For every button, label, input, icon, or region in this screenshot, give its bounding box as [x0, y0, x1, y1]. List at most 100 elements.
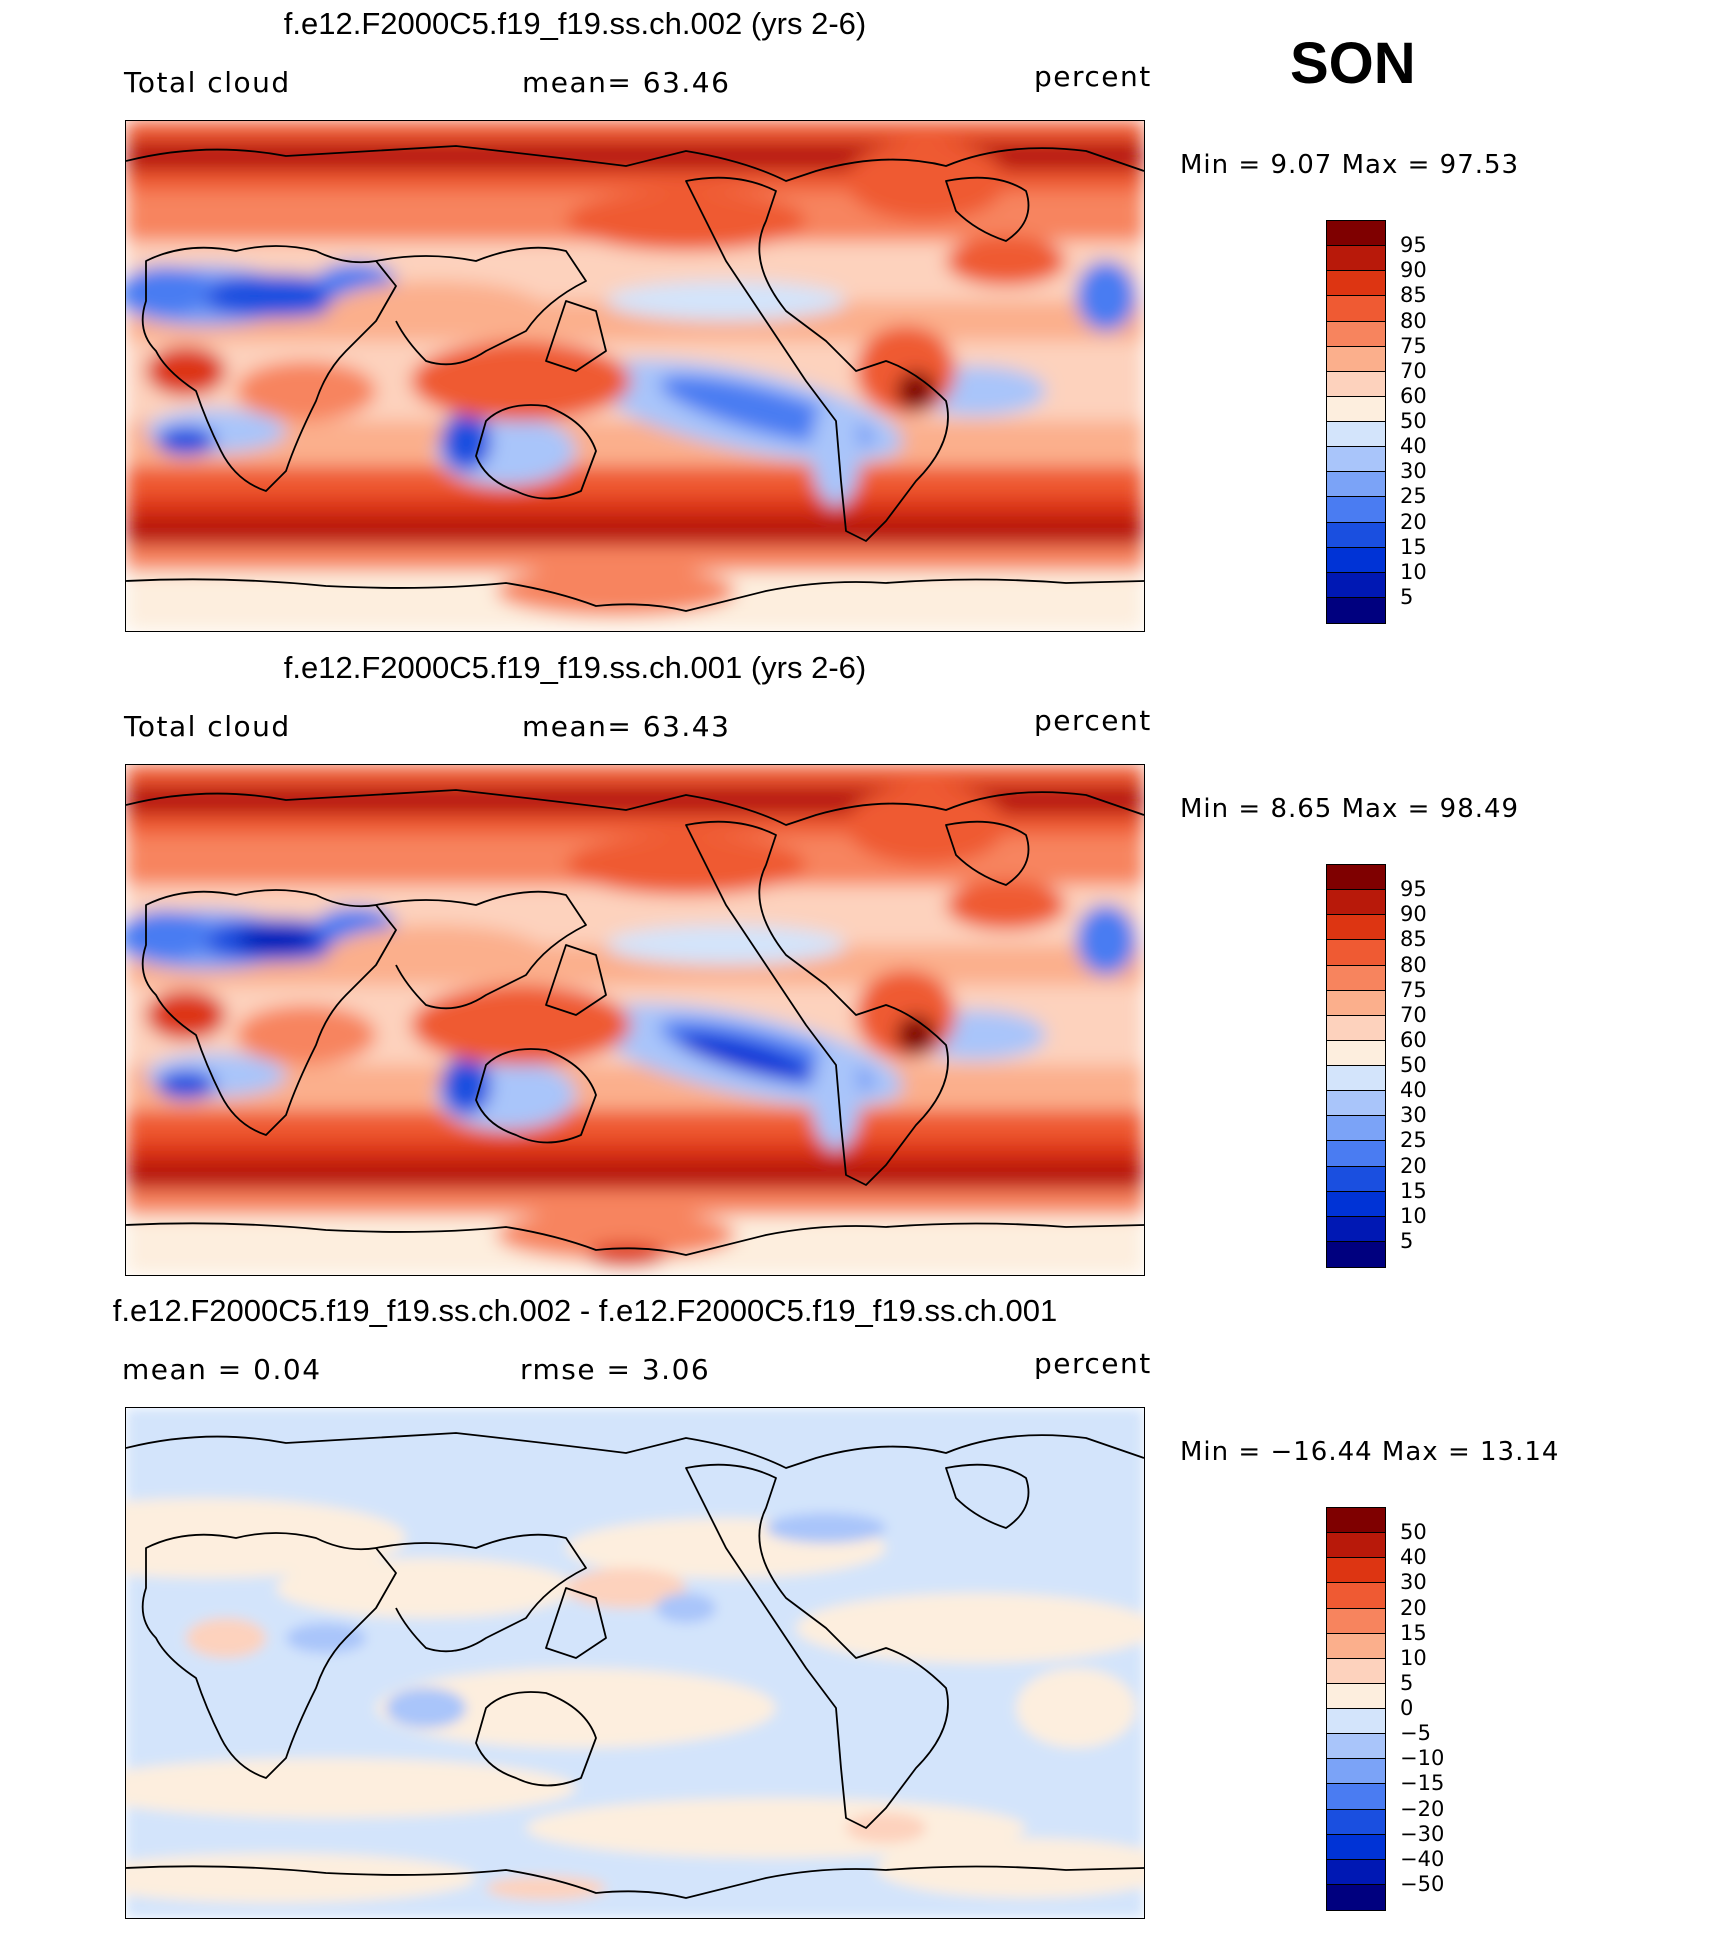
colorbar-swatch — [1327, 321, 1385, 347]
colorbar-tick-label: 30 — [1400, 1103, 1427, 1128]
variable-label: Total cloud — [124, 66, 291, 99]
rmse-label: rmse = 3.06 — [520, 1353, 711, 1386]
colorbar-swatch — [1327, 1658, 1385, 1684]
colorbar-tick-label: 80 — [1400, 308, 1427, 333]
min-max-label: Min = 8.65 Max = 98.49 — [1180, 794, 1520, 824]
colorbar-tick-label: 50 — [1400, 1053, 1427, 1077]
colorbar-tick-label: 20 — [1400, 509, 1427, 534]
colorbar-swatch — [1327, 1809, 1385, 1835]
season-label: SON — [1290, 31, 1416, 96]
colorbar-tick-label: 60 — [1400, 1027, 1427, 1052]
colorbar-tick-label: 40 — [1400, 1078, 1427, 1103]
colorbar-swatch — [1327, 1116, 1385, 1142]
colorbar-swatch — [1327, 371, 1385, 397]
mean-label: mean= 63.46 — [522, 66, 731, 99]
colorbar-swatch — [1327, 1508, 1385, 1534]
colorbar-tick-label: −20 — [1400, 1796, 1445, 1821]
colorbar-swatch — [1327, 246, 1385, 272]
colorbar-swatch — [1327, 1166, 1385, 1192]
panel-2: f.e12.F2000C5.f19_f19.ss.ch.001 (yrs 2-6… — [0, 644, 1710, 1284]
units-label: percent — [1034, 1347, 1152, 1380]
colorbar-tick-label: 5 — [1400, 1670, 1414, 1695]
colorbar-tick-label: 30 — [1400, 459, 1427, 484]
colorbar-swatch — [1327, 1141, 1385, 1167]
colorbar-tick-label: 10 — [1400, 1645, 1427, 1670]
colorbar-swatch — [1327, 1241, 1385, 1267]
colorbar-swatch — [1327, 1759, 1385, 1785]
colorbar-tick-label: 85 — [1400, 283, 1427, 308]
colorbar — [1326, 220, 1386, 624]
colorbar-swatch — [1327, 865, 1385, 891]
colorbar-tick-label: 95 — [1400, 877, 1427, 902]
colorbar-tick-label: 30 — [1400, 1570, 1427, 1595]
colorbar-tick-label: 15 — [1400, 1178, 1427, 1203]
colorbar-tick-label: 40 — [1400, 1545, 1427, 1570]
colorbar-swatch — [1327, 422, 1385, 448]
colorbar-tick-label: 10 — [1400, 1203, 1427, 1228]
colorbar-tick-label: 75 — [1400, 977, 1427, 1002]
colorbar-swatch — [1327, 1583, 1385, 1609]
mean-label: mean = 0.04 — [122, 1353, 322, 1386]
colorbar — [1326, 864, 1386, 1268]
units-label: percent — [1034, 60, 1152, 93]
colorbar-tick-label: 75 — [1400, 333, 1427, 358]
colorbar-swatch — [1327, 597, 1385, 623]
colorbar-tick-label: 25 — [1400, 484, 1427, 509]
colorbar-swatch — [1327, 1216, 1385, 1242]
colorbar-tick-label: 15 — [1400, 1620, 1427, 1645]
colorbar-tick-label: 85 — [1400, 927, 1427, 952]
colorbar-swatch — [1327, 346, 1385, 372]
colorbar-swatch — [1327, 965, 1385, 991]
colorbar-tick-label: −10 — [1400, 1746, 1445, 1771]
colorbar-tick-label: 60 — [1400, 383, 1427, 408]
colorbar-swatch — [1327, 296, 1385, 322]
colorbar-swatch — [1327, 472, 1385, 498]
colorbar-swatch — [1327, 1859, 1385, 1885]
colorbar-swatch — [1327, 1558, 1385, 1584]
panel-title: f.e12.F2000C5.f19_f19.ss.ch.001 (yrs 2-6… — [283, 650, 867, 685]
colorbar-tick-label: 90 — [1400, 902, 1427, 927]
colorbar-swatch — [1327, 1191, 1385, 1217]
min-max-label: Min = −16.44 Max = 13.14 — [1180, 1437, 1560, 1467]
colorbar-swatch — [1327, 221, 1385, 247]
variable-label: Total cloud — [124, 710, 291, 743]
colorbar-tick-label: 15 — [1400, 534, 1427, 559]
panel-title: f.e12.F2000C5.f19_f19.ss.ch.002 - f.e12.… — [112, 1293, 1058, 1328]
colorbar-swatch — [1327, 1884, 1385, 1910]
colorbar-tick-label: 20 — [1400, 1153, 1427, 1178]
colorbar-swatch — [1327, 1709, 1385, 1735]
colorbar-swatch — [1327, 1784, 1385, 1810]
colorbar-swatch — [1327, 1040, 1385, 1066]
colorbar-tick-label: 0 — [1400, 1696, 1414, 1720]
panel-1: f.e12.F2000C5.f19_f19.ss.ch.002 (yrs 2-6… — [0, 0, 1710, 640]
contour-map — [125, 764, 1145, 1276]
colorbar-swatch — [1327, 1066, 1385, 1092]
colorbar-swatch — [1327, 990, 1385, 1016]
colorbar-swatch — [1327, 497, 1385, 523]
colorbar-tick-label: −5 — [1400, 1721, 1431, 1746]
colorbar-swatch — [1327, 447, 1385, 473]
mean-label: mean= 63.43 — [522, 710, 731, 743]
colorbar-swatch — [1327, 1834, 1385, 1860]
colorbar-tick-label: 80 — [1400, 952, 1427, 977]
colorbar-swatch — [1327, 915, 1385, 941]
colorbar-tick-label: −50 — [1400, 1871, 1445, 1896]
colorbar-swatch — [1327, 940, 1385, 966]
colorbar-tick-label: −15 — [1400, 1771, 1445, 1796]
colorbar-tick-label: 5 — [1400, 1228, 1414, 1253]
colorbar-swatch — [1327, 547, 1385, 573]
colorbar-swatch — [1327, 1608, 1385, 1634]
contour-map — [125, 1407, 1145, 1919]
colorbar-swatch — [1327, 1015, 1385, 1041]
colorbar-tick-label: 40 — [1400, 434, 1427, 459]
colorbar-tick-label: 50 — [1400, 1520, 1427, 1545]
min-max-label: Min = 9.07 Max = 97.53 — [1180, 150, 1520, 180]
colorbar-swatch — [1327, 572, 1385, 598]
colorbar-tick-label: 70 — [1400, 358, 1427, 383]
panel-3: f.e12.F2000C5.f19_f19.ss.ch.002 - f.e12.… — [0, 1287, 1710, 1927]
colorbar-tick-label: −30 — [1400, 1821, 1445, 1846]
colorbar-swatch — [1327, 1734, 1385, 1760]
colorbar-tick-label: 95 — [1400, 233, 1427, 258]
colorbar-swatch — [1327, 1533, 1385, 1559]
colorbar-tick-label: 25 — [1400, 1128, 1427, 1153]
